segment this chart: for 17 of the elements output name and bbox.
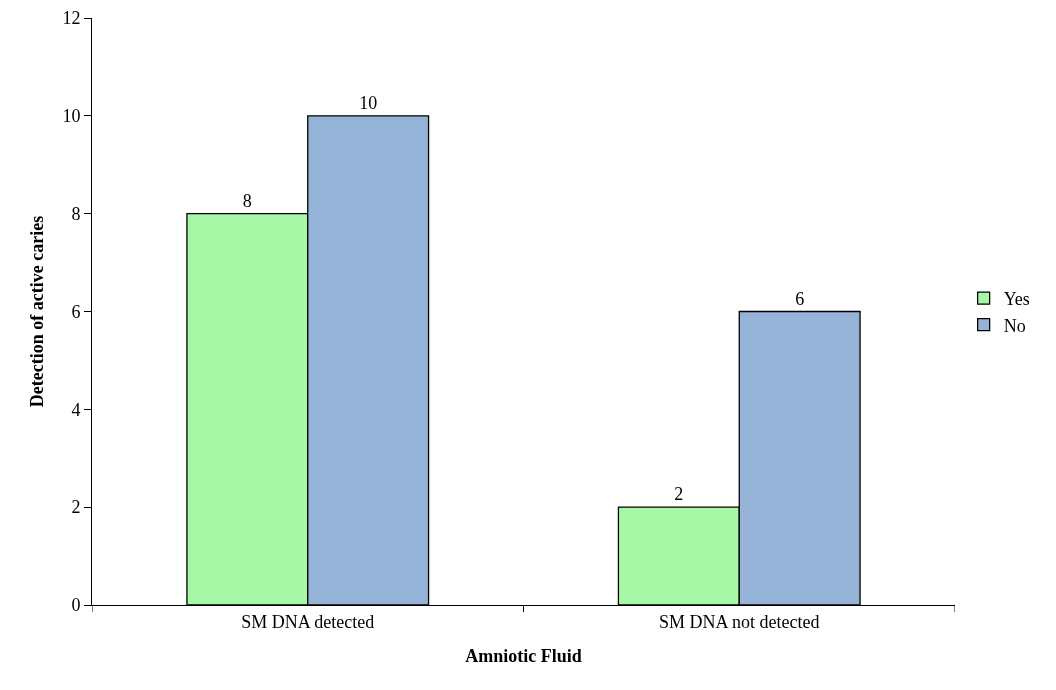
- y-tick-label: 12: [62, 8, 81, 29]
- y-tick-label: 2: [71, 497, 81, 518]
- y-tick-label: 10: [62, 106, 81, 127]
- data-label: 2: [674, 484, 684, 505]
- y-axis-title: Detection of active caries: [26, 215, 47, 408]
- x-axis-title: Amniotic Fluid: [465, 645, 582, 666]
- y-tick-label: 0: [71, 595, 81, 616]
- y-tick-label: 4: [71, 399, 81, 420]
- data-label: 6: [795, 288, 805, 309]
- x-tick-label: SM DNA not detected: [659, 611, 820, 632]
- data-label: 8: [242, 190, 252, 211]
- y-tick-label: 6: [71, 301, 81, 322]
- legend-label: No: [1003, 315, 1026, 336]
- x-tick-label: SM DNA detected: [241, 611, 375, 632]
- legend-label: Yes: [1003, 289, 1030, 310]
- data-label: 10: [359, 92, 378, 113]
- y-tick-label: 8: [71, 203, 81, 224]
